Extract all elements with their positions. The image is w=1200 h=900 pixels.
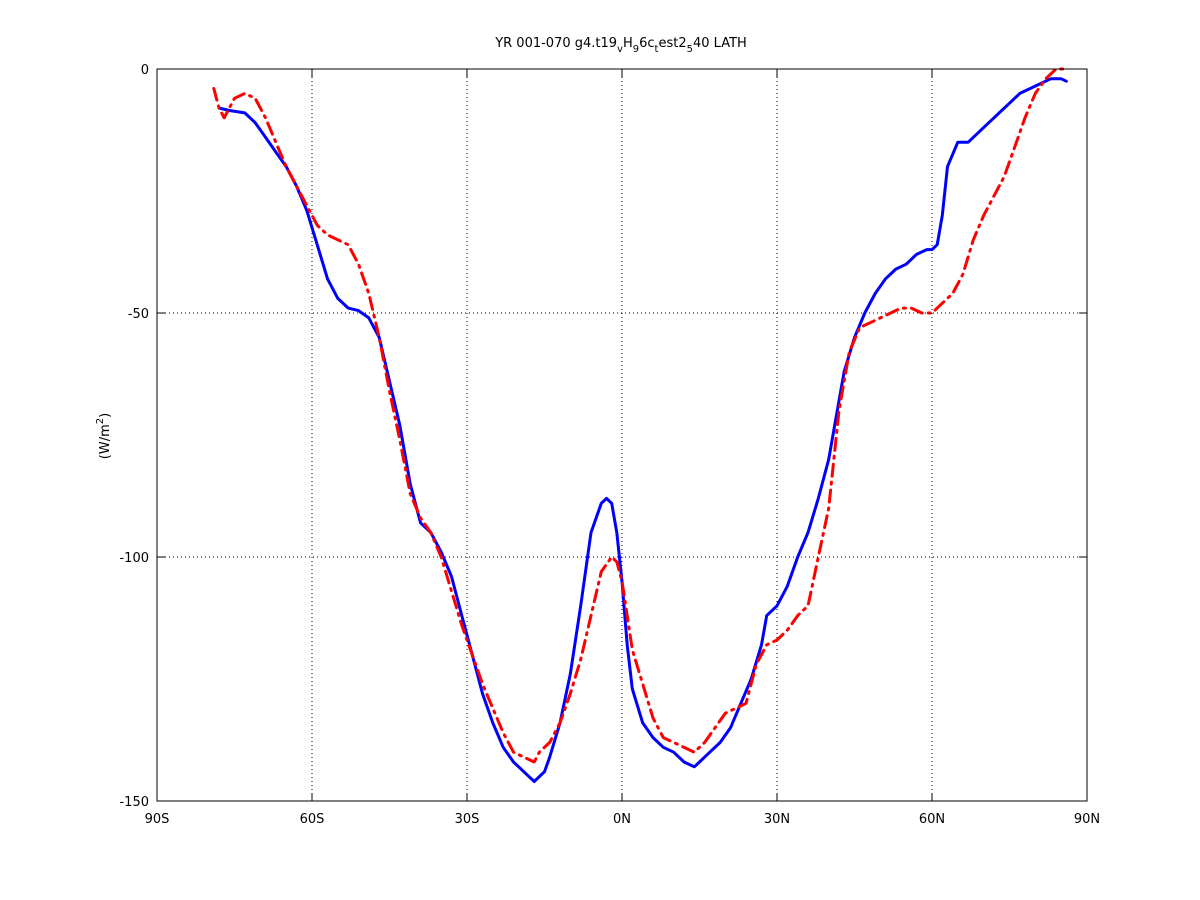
x-tick-label: 90S — [145, 812, 170, 827]
series-line-2 — [212, 67, 1068, 764]
y-tick-label: -50 — [128, 307, 149, 322]
x-tick-labels: 90S 60S 30S 0N 30N 60N 90N — [145, 812, 1101, 827]
y-tick-label: 0 — [141, 63, 149, 78]
tick-marks — [156, 68, 1088, 802]
x-tick-label: 60S — [300, 812, 325, 827]
y-tick-label: -100 — [119, 551, 149, 566]
y-tick-label: -150 — [119, 795, 149, 810]
x-tick-label: 30S — [455, 812, 480, 827]
x-tick-label: 0N — [613, 812, 631, 827]
grid — [157, 69, 1087, 801]
y-tick-labels: 0 -50 -100 -150 — [119, 63, 149, 810]
x-tick-label: 90N — [1074, 812, 1100, 827]
x-tick-label: 30N — [764, 812, 790, 827]
chart-title: YR 001-070 g4.t19vH96ctest2540 LATH — [494, 36, 747, 55]
series-lines — [212, 67, 1068, 783]
y-axis-label: (W/m2) — [95, 413, 113, 459]
x-tick-label: 60N — [919, 812, 945, 827]
